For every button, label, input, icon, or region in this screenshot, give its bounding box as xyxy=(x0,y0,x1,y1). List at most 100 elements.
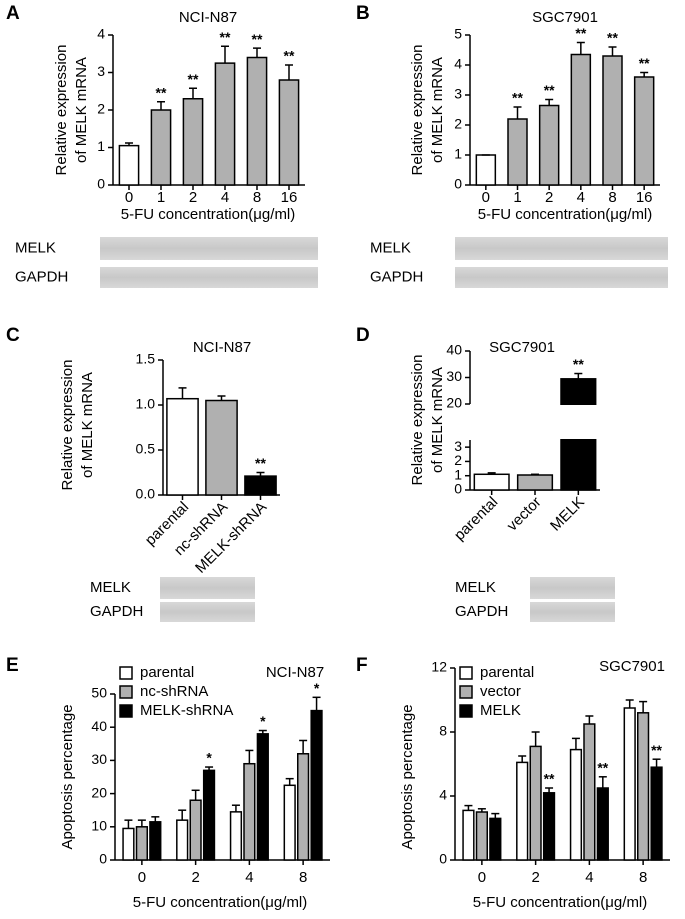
panel-label: B xyxy=(356,3,370,24)
error-bar xyxy=(518,755,527,763)
bar xyxy=(602,55,623,186)
bar xyxy=(246,56,268,186)
bar xyxy=(310,709,323,861)
x-tick-label: 8 xyxy=(299,869,307,886)
error-bar xyxy=(245,749,254,764)
chart-title: NCI-N87 xyxy=(179,9,237,26)
bar xyxy=(182,98,204,186)
error-bar xyxy=(598,776,607,788)
x-tick-label: MELK xyxy=(547,494,588,535)
error-bar xyxy=(576,41,585,55)
y-tick-label: 20 xyxy=(446,395,462,411)
error-bar xyxy=(639,700,648,713)
bar xyxy=(118,144,140,186)
error-bar xyxy=(256,471,265,477)
y-tick-label: 2 xyxy=(97,101,105,117)
blot-label: MELK xyxy=(15,239,56,256)
error-bar xyxy=(178,387,187,399)
x-tick-label: 16 xyxy=(636,189,653,206)
bar xyxy=(189,799,202,861)
error-bar xyxy=(585,715,594,724)
y-tick-label: 1 xyxy=(454,146,462,162)
error-bar xyxy=(205,766,214,771)
y-tick-label: 3 xyxy=(454,86,462,102)
error-bar xyxy=(574,372,583,379)
error-bar xyxy=(285,777,294,786)
legend-swatch xyxy=(119,704,133,718)
legend-swatch xyxy=(119,685,133,699)
legend-label: parental xyxy=(480,664,534,681)
blot-background xyxy=(100,237,318,260)
y-tick-label: 0 xyxy=(97,176,105,192)
x-tick-label: 8 xyxy=(639,869,647,886)
y-tick-label: 1.5 xyxy=(136,351,156,367)
y-tick-label: 30 xyxy=(91,751,107,767)
bar xyxy=(297,753,310,861)
blot-background xyxy=(100,267,318,288)
significance: ** xyxy=(607,30,618,46)
x-tick-label: 1 xyxy=(513,189,521,206)
significance: ** xyxy=(639,55,650,71)
y-axis-label: Relative expression xyxy=(409,45,426,176)
legend-swatch xyxy=(119,666,133,680)
chart-title: SGC7901 xyxy=(532,9,598,26)
error-bar xyxy=(625,699,634,708)
chart-title: SGC7901 xyxy=(599,658,665,675)
blot-background xyxy=(455,237,668,260)
y-tick-label: 10 xyxy=(91,818,107,834)
legend-swatch xyxy=(459,685,473,699)
y-tick-label: 3 xyxy=(454,438,462,454)
y-tick-label: 4 xyxy=(439,787,447,803)
bar xyxy=(462,809,475,861)
x-tick-label: 0 xyxy=(125,189,133,206)
bar xyxy=(650,766,663,861)
bar xyxy=(166,397,199,496)
error-bar xyxy=(531,731,540,747)
error-bar xyxy=(640,71,649,77)
legend-label: MELK-shRNA xyxy=(140,702,233,719)
panel-label: D xyxy=(356,325,370,346)
panel-label: C xyxy=(6,325,20,346)
error-bar xyxy=(124,819,133,829)
legend-label: parental xyxy=(140,664,194,681)
x-tick-label: parental xyxy=(451,494,501,544)
blot-label: GAPDH xyxy=(90,603,143,620)
bar xyxy=(516,474,554,491)
x-tick-label: 2 xyxy=(545,189,553,206)
y-axis-label: Relative expression xyxy=(53,45,70,176)
bar xyxy=(569,748,583,861)
blot-label: GAPDH xyxy=(15,268,68,285)
legend-swatch xyxy=(459,704,473,718)
error-bar xyxy=(545,787,554,793)
blot-label: GAPDH xyxy=(455,603,508,620)
y-tick-label: 0 xyxy=(454,176,462,192)
significance: * xyxy=(314,680,320,696)
bar xyxy=(596,787,609,861)
x-axis-label: 5-FU concentration(μg/ml) xyxy=(473,894,648,911)
blot-label: MELK xyxy=(455,579,496,596)
significance: ** xyxy=(512,90,523,106)
x-tick-label: 4 xyxy=(221,189,229,206)
error-bar xyxy=(178,809,187,821)
error-bar xyxy=(312,696,321,711)
error-bar xyxy=(487,472,496,475)
x-tick-label: 2 xyxy=(191,869,199,886)
legend-label: MELK xyxy=(480,702,521,719)
x-tick-label: 1 xyxy=(157,189,165,206)
error-bar xyxy=(231,804,240,812)
error-bar xyxy=(491,812,500,819)
blot-background xyxy=(455,267,668,288)
x-axis-label: 5-FU concentration(μg/ml) xyxy=(121,206,296,223)
chart-title: NCI-N87 xyxy=(266,664,324,681)
bar xyxy=(176,819,189,861)
error-bar xyxy=(608,46,617,56)
bar xyxy=(637,712,650,861)
y-tick-label: 1 xyxy=(97,138,105,154)
significance: ** xyxy=(188,71,199,87)
x-tick-label: 0 xyxy=(482,189,490,206)
significance: ** xyxy=(597,760,608,776)
chart-title: SGC7901 xyxy=(489,339,555,356)
y-tick-label: 0 xyxy=(439,851,447,867)
y-tick-label: 2 xyxy=(454,116,462,132)
